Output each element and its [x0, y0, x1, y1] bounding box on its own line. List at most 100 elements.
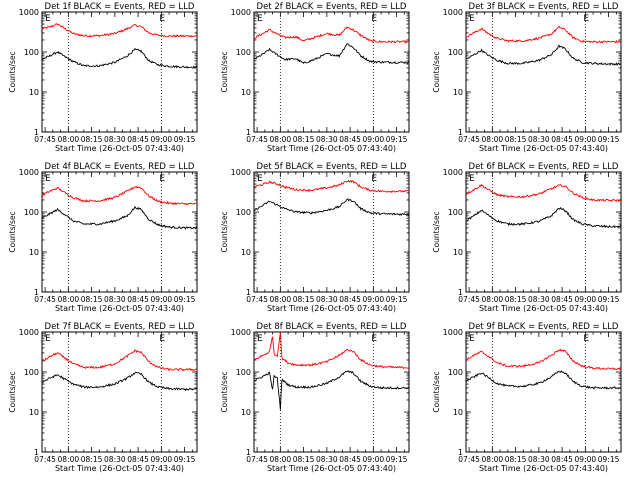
- x-tick-label: 08:45: [339, 135, 361, 144]
- x-tick-label: 07:45: [458, 455, 480, 464]
- x-tick-label: 07:45: [246, 135, 268, 144]
- x-axis-label: Start Time (26-Oct-05 07:43:40): [55, 304, 184, 313]
- event-marker: E: [257, 334, 263, 344]
- event-marker: E: [45, 334, 51, 344]
- event-marker: E: [583, 174, 589, 184]
- y-axis-label: Counts/sec: [220, 211, 229, 252]
- chart-title: Det 2f BLACK = Events, RED = LLD: [257, 2, 407, 12]
- event-marker: E: [371, 14, 377, 24]
- lld-series-line: [41, 185, 198, 206]
- x-tick-label: 08:00: [270, 455, 292, 464]
- chart-title: Det 9f BLACK = Events, RED = LLD: [469, 322, 619, 332]
- events-series-line: [465, 44, 622, 66]
- event-marker: E: [469, 334, 475, 344]
- x-tick-label: 08:45: [339, 455, 361, 464]
- x-tick-label: 09:15: [386, 135, 408, 144]
- y-tick-label: 1: [246, 288, 251, 297]
- plot-frame: [41, 331, 198, 453]
- x-tick-label: 08:15: [505, 455, 527, 464]
- event-marker: E: [159, 174, 165, 184]
- x-axis-label: Start Time (26-Oct-05 07:43:40): [55, 464, 184, 473]
- lld-series-line: [465, 183, 622, 203]
- y-tick-label: 10: [453, 408, 463, 417]
- events-series-line: [41, 205, 198, 230]
- x-tick-label: 08:45: [339, 295, 361, 304]
- y-tick-label: 1000: [231, 8, 251, 17]
- y-tick-label: 1000: [19, 328, 39, 337]
- x-tick-label: 09:15: [598, 455, 620, 464]
- events-series-line: [253, 370, 410, 410]
- lld-series-line: [253, 26, 410, 45]
- y-tick-label: 100: [448, 48, 463, 57]
- plot-frame: [41, 11, 198, 133]
- x-tick-label: 09:15: [174, 455, 196, 464]
- x-tick-label: 09:00: [575, 455, 597, 464]
- x-tick-label: 08:30: [104, 455, 126, 464]
- chart-title: Det 3f BLACK = Events, RED = LLD: [469, 2, 619, 12]
- x-tick-label: 08:45: [127, 295, 149, 304]
- chart-panel-1: Det 1f BLACK = Events, RED = LLD 1 10 100 10…: [8, 2, 198, 153]
- y-tick-label: 1: [246, 128, 251, 137]
- x-tick-label: 09:00: [575, 135, 597, 144]
- event-marker: E: [257, 14, 263, 24]
- chart-title: Det 8f BLACK = Events, RED = LLD: [257, 322, 407, 332]
- event-marker: E: [469, 174, 475, 184]
- y-axis-label: Counts/sec: [432, 51, 441, 92]
- y-tick-label: 10: [453, 88, 463, 97]
- y-tick-label: 1000: [443, 168, 463, 177]
- x-tick-label: 09:00: [363, 135, 385, 144]
- x-tick-label: 08:30: [316, 295, 338, 304]
- chart-title: Det 5f BLACK = Events, RED = LLD: [257, 162, 407, 172]
- y-tick-label: 1: [458, 448, 463, 457]
- event-marker: E: [159, 14, 165, 24]
- x-tick-label: 08:00: [482, 135, 504, 144]
- event-marker: E: [159, 334, 165, 344]
- chart-title: Det 1f BLACK = Events, RED = LLD: [45, 2, 195, 12]
- x-axis-label: Start Time (26-Oct-05 07:43:40): [479, 304, 608, 313]
- plot-frame: [41, 171, 198, 293]
- events-series-line: [41, 371, 198, 392]
- y-tick-label: 100: [24, 208, 39, 217]
- y-axis-label: Counts/sec: [8, 371, 17, 412]
- x-tick-label: 09:15: [174, 295, 196, 304]
- chart-panel-7: Det 7f BLACK = Events, RED = LLD 1 10 100 10…: [8, 322, 198, 473]
- y-tick-label: 1000: [231, 168, 251, 177]
- y-tick-label: 1: [458, 128, 463, 137]
- x-tick-label: 08:15: [81, 295, 103, 304]
- x-tick-label: 09:15: [598, 295, 620, 304]
- x-tick-label: 08:45: [127, 135, 149, 144]
- y-axis-label: Counts/sec: [220, 371, 229, 412]
- y-tick-label: 100: [236, 368, 251, 377]
- x-tick-label: 09:00: [151, 295, 173, 304]
- chart-panel-2: Det 2f BLACK = Events, RED = LLD 1 10 100 10…: [220, 2, 410, 153]
- event-marker: E: [469, 14, 475, 24]
- x-tick-label: 08:30: [528, 455, 550, 464]
- y-tick-label: 1000: [19, 168, 39, 177]
- x-tick-label: 08:45: [551, 455, 573, 464]
- y-tick-label: 10: [29, 408, 39, 417]
- event-marker: E: [45, 174, 51, 184]
- lld-series-line: [465, 348, 622, 371]
- x-tick-label: 08:30: [528, 295, 550, 304]
- y-tick-label: 1: [458, 288, 463, 297]
- y-tick-label: 1000: [231, 328, 251, 337]
- x-tick-label: 08:30: [104, 135, 126, 144]
- x-tick-label: 08:45: [127, 455, 149, 464]
- plot-frame: [253, 171, 410, 293]
- x-tick-label: 09:15: [598, 135, 620, 144]
- chart-panel-4: Det 4f BLACK = Events, RED = LLD 1 10 100 10…: [8, 162, 198, 313]
- events-series-line: [41, 47, 198, 69]
- y-axis-label: Counts/sec: [432, 211, 441, 252]
- event-marker: E: [45, 14, 51, 24]
- x-tick-label: 09:15: [386, 455, 408, 464]
- event-marker: E: [583, 14, 589, 24]
- chart-panel-8: Det 8f BLACK = Events, RED = LLD 1 10 100 10…: [220, 322, 410, 473]
- chart-title: Det 6f BLACK = Events, RED = LLD: [469, 162, 619, 172]
- x-tick-label: 08:15: [293, 295, 315, 304]
- plot-frame: [465, 171, 622, 293]
- event-marker: E: [371, 174, 377, 184]
- x-tick-label: 08:00: [482, 295, 504, 304]
- y-axis-label: Counts/sec: [220, 51, 229, 92]
- x-axis-label: Start Time (26-Oct-05 07:43:40): [55, 144, 184, 153]
